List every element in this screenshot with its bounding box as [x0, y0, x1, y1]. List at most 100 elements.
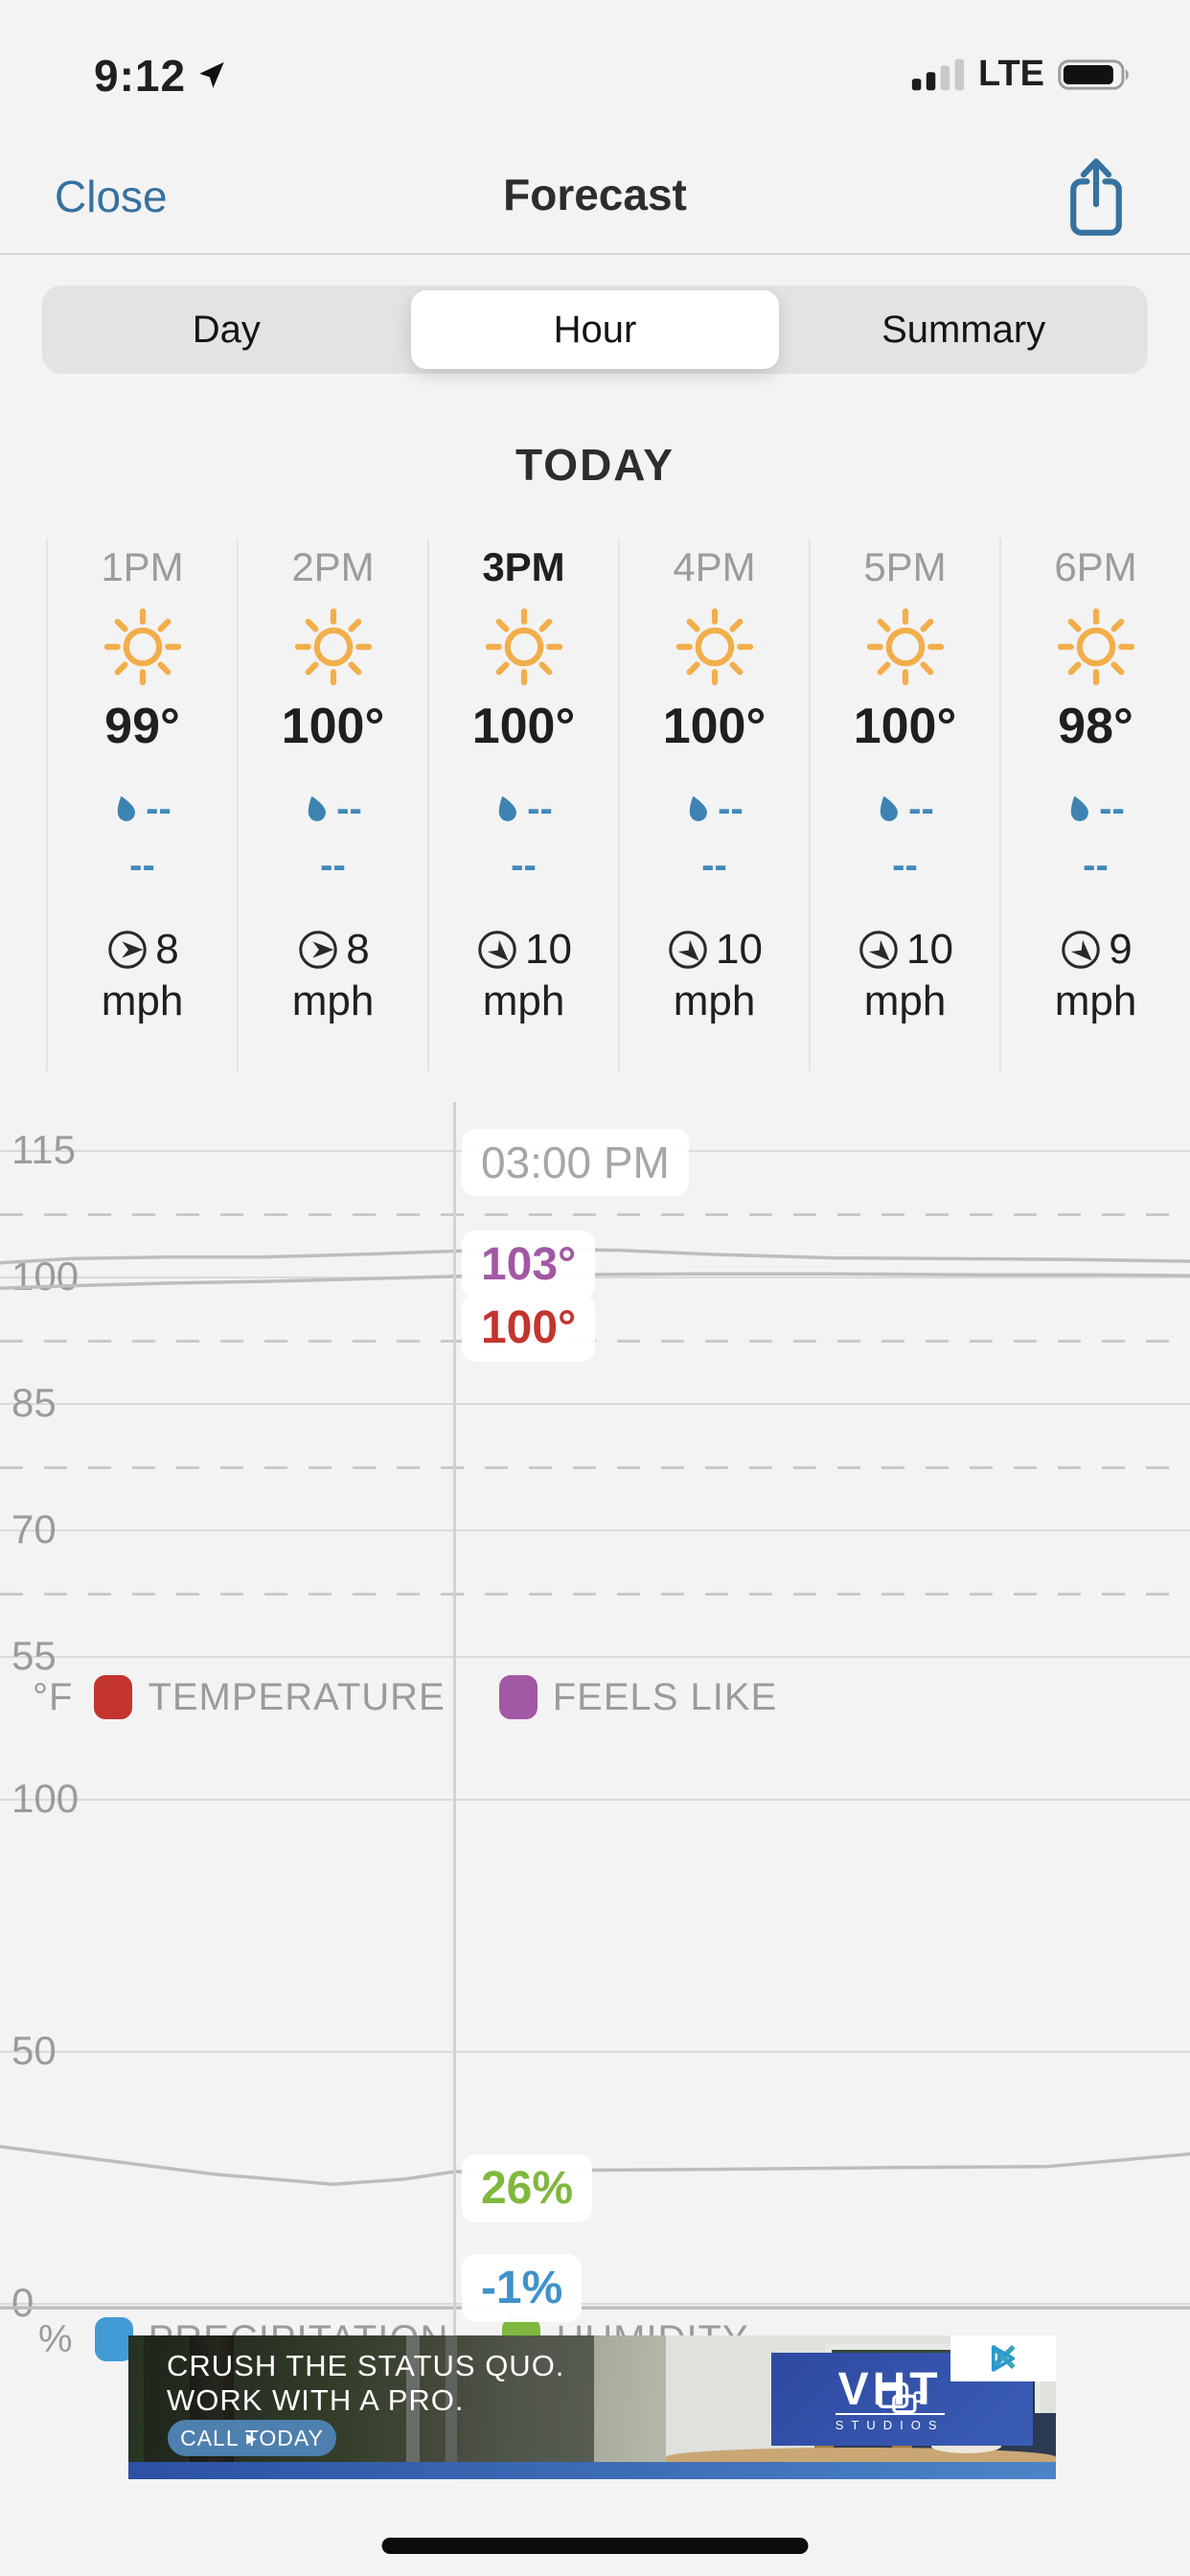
signal-strength-icon [911, 58, 965, 90]
wind-unit: mph [1054, 978, 1137, 1024]
view-mode-tabs: Day Hour Summary [42, 286, 1148, 374]
chart-series [0, 2145, 1190, 2310]
precip-chance: -- [336, 788, 362, 830]
ad-banner[interactable]: CRUSH THE STATUS QUO. WORK WITH A PRO. C… [128, 2335, 1056, 2479]
hour-label: 3PM [482, 544, 565, 589]
hourly-forecast-strip[interactable]: 1PM 99° -- -- [46, 539, 1190, 1071]
precip-amount: -- [129, 844, 155, 886]
gridline [0, 1656, 1190, 1659]
wind-unit: mph [291, 978, 375, 1024]
precipitation-chart[interactable]: 100 50 0 [0, 1754, 1190, 2335]
wind-speed: 10 [906, 926, 953, 973]
precip-chance: -- [908, 788, 934, 830]
hour-label: 5PM [863, 544, 947, 589]
temperature-legend-label: TEMPERATURE [148, 1675, 446, 1718]
hour-temperature: 100° [281, 699, 385, 754]
droplet-icon [1071, 795, 1089, 821]
gridline [0, 2302, 1190, 2305]
tab-hour[interactable]: Hour [553, 308, 637, 351]
hour-temperature: 99° [104, 699, 180, 754]
hour-column[interactable]: 1PM 99° -- -- [46, 539, 237, 1071]
sun-icon [485, 608, 562, 686]
header-divider [0, 253, 1190, 255]
droplet-icon [690, 795, 708, 821]
hour-label: 2PM [291, 544, 375, 589]
axis-tick-label: 115 [11, 1126, 76, 1172]
close-button[interactable]: Close [55, 172, 168, 221]
axis-tick-label: 70 [11, 1506, 57, 1552]
precip-amount: -- [892, 844, 918, 886]
wind-speed: 8 [346, 926, 370, 973]
location-arrow-icon [199, 61, 224, 88]
gridline [0, 1530, 1190, 1532]
wind-direction-icon [478, 931, 516, 969]
cursor-time-tooltip: 03:00 PM [461, 1129, 689, 1196]
section-title-today: TODAY [515, 440, 675, 490]
droplet-icon [309, 795, 327, 821]
gridline [0, 1212, 1190, 1216]
tab-day[interactable]: Day [192, 308, 261, 351]
ad-brand-name: VHT [837, 2363, 942, 2415]
wind-unit: mph [482, 978, 565, 1024]
status-bar: 9:12 LTE [0, 0, 1190, 125]
temperature-value-chip: 100° [461, 1294, 596, 1362]
precip-amount: -- [320, 844, 346, 886]
temperature-chart-legend: °F TEMPERATURE FEELS LIKE [33, 1675, 831, 1719]
feels-like-value-chip: 103° [461, 1230, 596, 1299]
feels-like-legend-swatch [498, 1675, 538, 1719]
page-title: Forecast [503, 170, 687, 219]
sun-icon [675, 608, 753, 686]
precip-amount: -- [701, 844, 727, 886]
hour-temperature: 100° [853, 699, 957, 754]
hour-column[interactable]: 2PM 100° -- -- [237, 539, 427, 1071]
axis-tick-label: 85 [11, 1380, 57, 1425]
battery-icon [1058, 58, 1129, 90]
precip-chance: -- [146, 788, 172, 830]
legend-unit: % [38, 2317, 74, 2360]
sun-icon [1057, 608, 1134, 686]
sun-icon [103, 608, 181, 686]
home-indicator[interactable] [381, 2538, 809, 2554]
hour-label: 4PM [673, 544, 756, 589]
tab-summary[interactable]: Summary [881, 308, 1046, 351]
ad-headline-line1: CRUSH THE STATUS QUO. [167, 2349, 565, 2382]
ad-cta-label: CALL TODAY [180, 2425, 324, 2450]
hour-temperature: 100° [471, 699, 576, 754]
ad-cta-arrow-icon: ▶ [246, 2429, 258, 2446]
precip-chance: -- [1099, 788, 1125, 830]
gridline [0, 2050, 1190, 2053]
ad-controls: ✕ [950, 2335, 1056, 2381]
hour-temperature: 100° [662, 699, 767, 754]
selected-tab-pill [410, 290, 780, 369]
share-icon [1070, 158, 1122, 236]
humidity-value-chip: 26% [461, 2154, 593, 2222]
gridline [0, 1403, 1190, 1405]
gridline [0, 1798, 1190, 1801]
ad-bottom-strip [128, 2462, 1056, 2479]
wind-unit: mph [863, 978, 947, 1024]
hour-column-current[interactable]: 3PM 100° -- -- [427, 539, 618, 1071]
sun-icon [294, 608, 372, 686]
hour-column[interactable]: 6PM 98° -- -- [999, 539, 1190, 1071]
ad-brand-subtitle: STUDIOS [835, 2412, 945, 2432]
feels-like-legend-label: FEELS LIKE [552, 1675, 778, 1718]
hour-column[interactable]: 5PM 100° -- -- [809, 539, 999, 1071]
ad-cta-button[interactable]: CALL TODAY ▶ [168, 2420, 336, 2456]
status-time: 9:12 [94, 50, 228, 102]
header: Close Forecast [0, 144, 1190, 253]
sun-icon [866, 608, 944, 686]
share-button[interactable] [1052, 150, 1140, 245]
temperature-legend-swatch [94, 1675, 133, 1719]
wind-unit: mph [673, 978, 756, 1024]
droplet-icon [499, 795, 517, 821]
chart-cursor-line[interactable] [452, 1102, 456, 2335]
gridline [0, 1593, 1190, 1597]
adchoices-icon[interactable] [987, 2342, 1019, 2375]
wind-unit: mph [101, 978, 184, 1024]
wind-direction-icon [299, 931, 337, 969]
wind-speed: 9 [1109, 926, 1133, 973]
ad-headline-line2: WORK WITH A PRO. [167, 2383, 465, 2417]
hour-column[interactable]: 4PM 100° -- -- [618, 539, 809, 1071]
wind-speed: 10 [716, 926, 763, 973]
